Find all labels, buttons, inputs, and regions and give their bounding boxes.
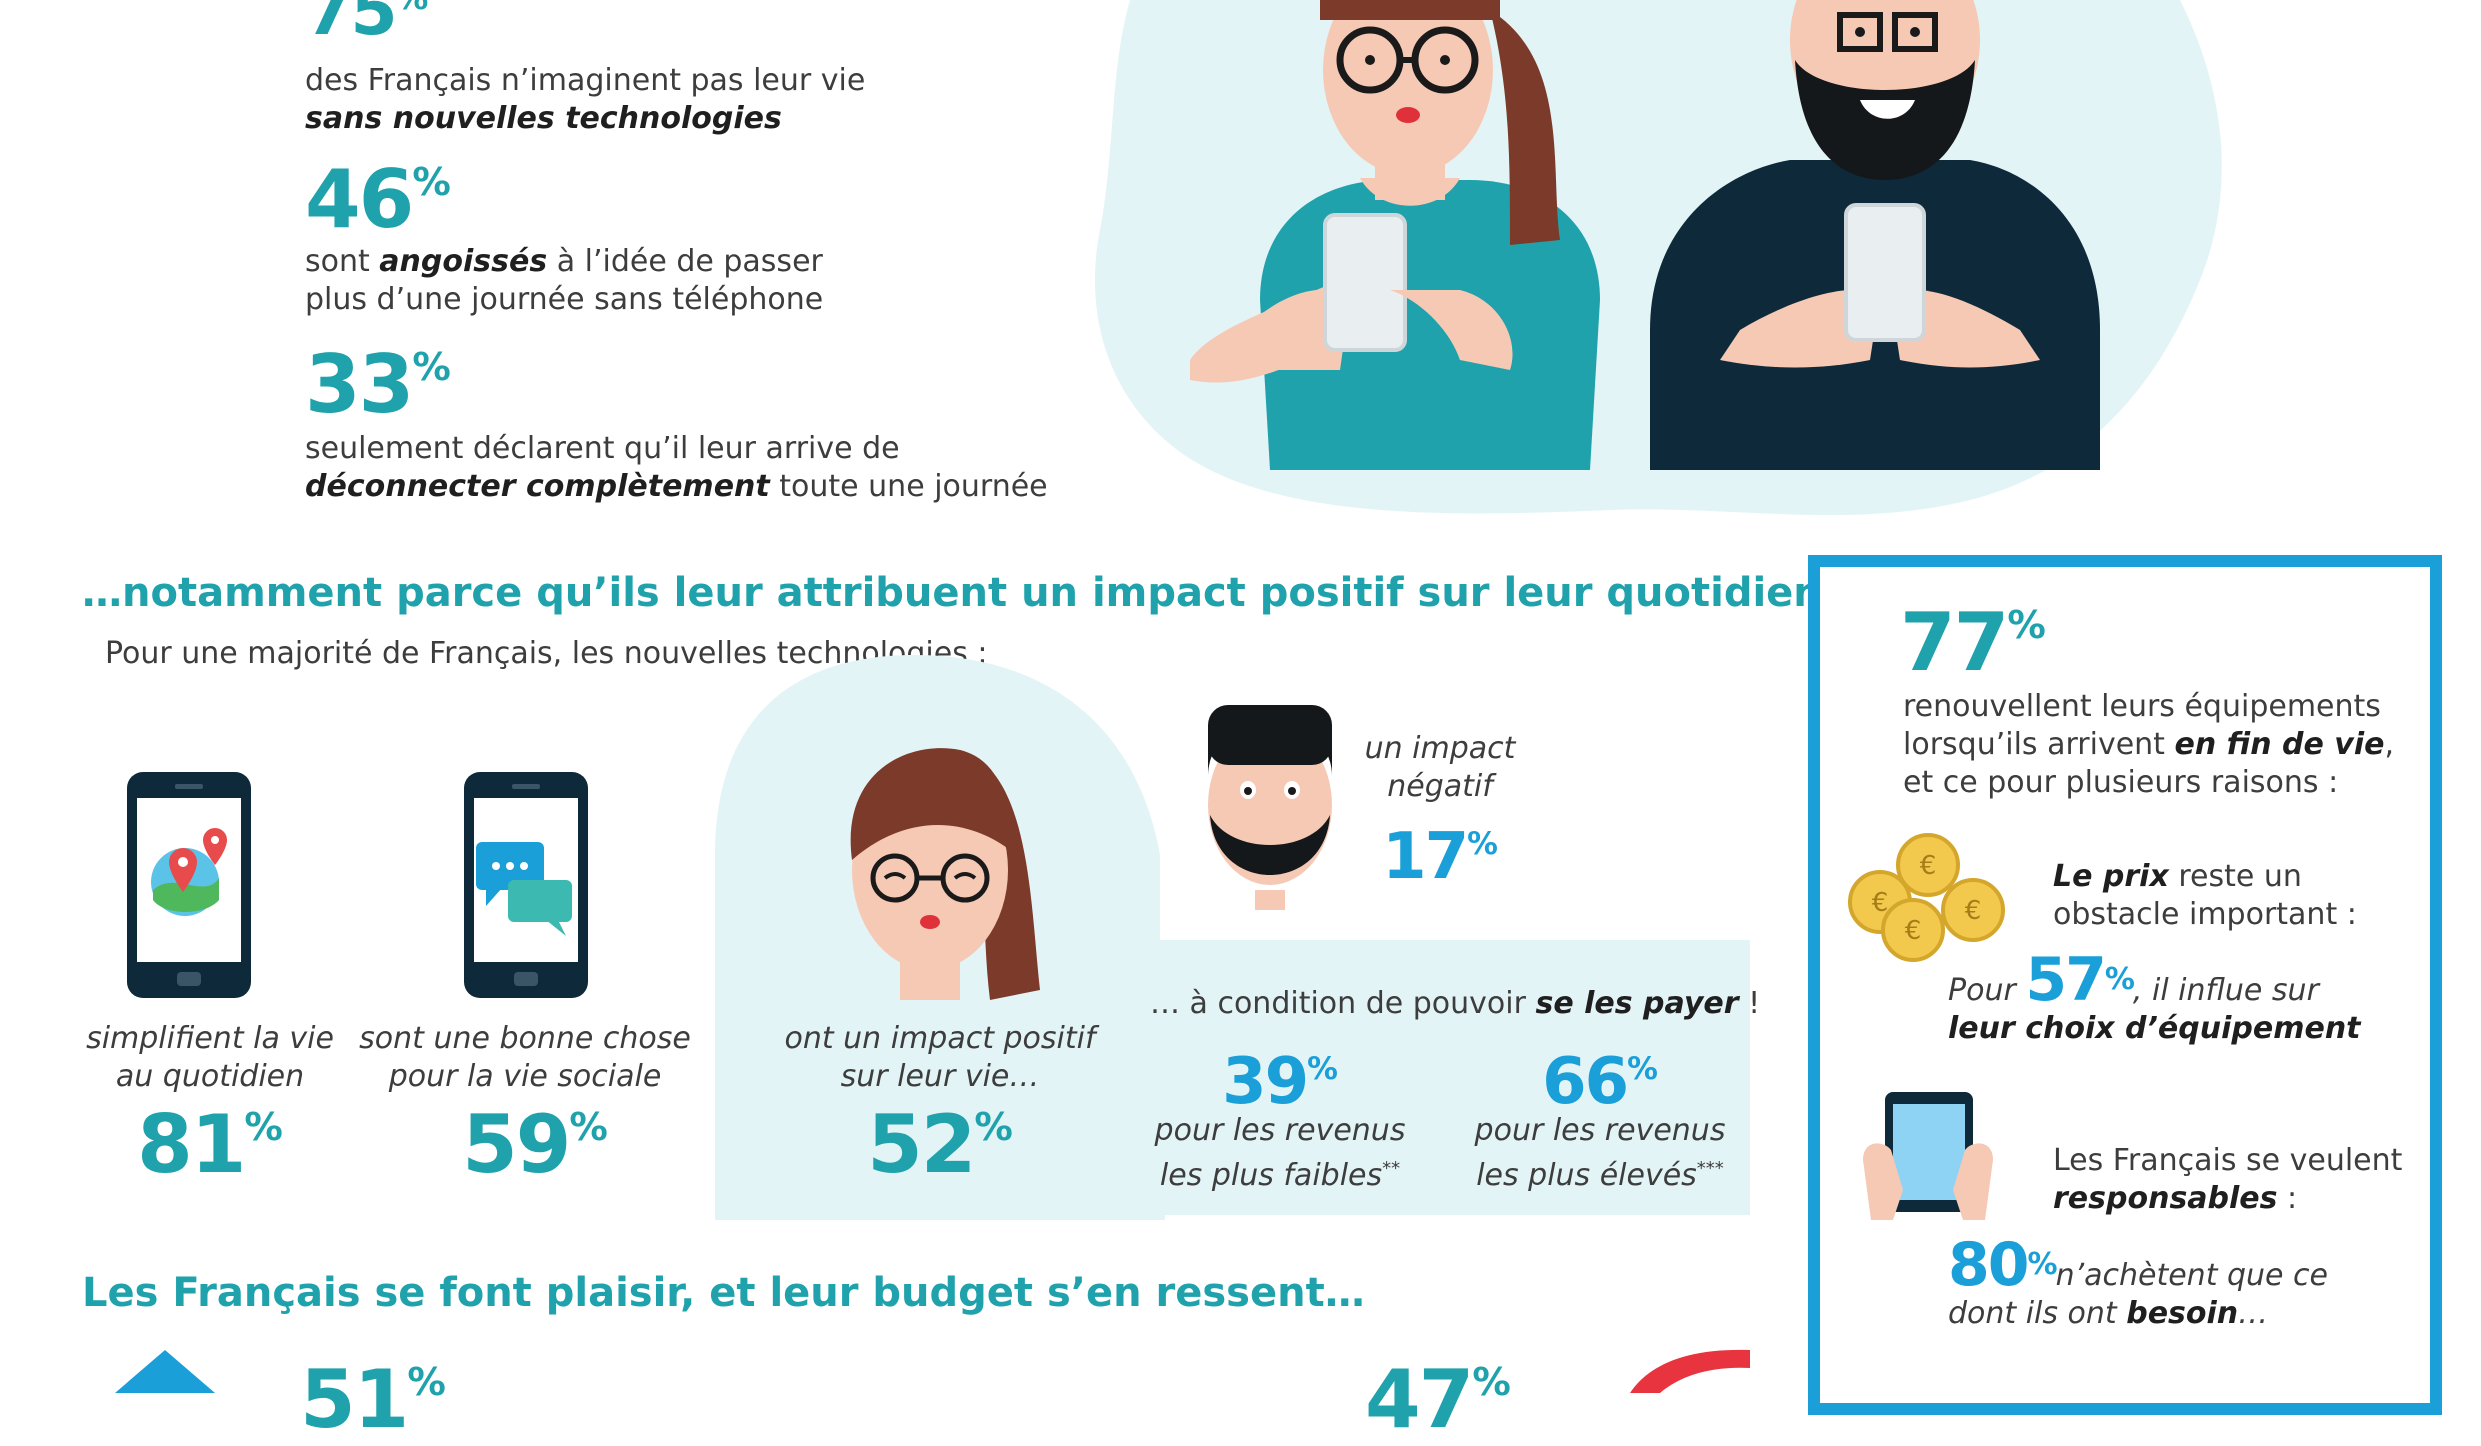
- stat-33-text: seulement déclarent qu’il leur arrive de…: [305, 431, 1048, 504]
- income-high-text: pour les revenus les plus élevés***: [1474, 1113, 1726, 1193]
- income-low-text: pour les revenus les plus faibles**: [1154, 1113, 1406, 1193]
- income-high-value: 66%: [1542, 1045, 1658, 1119]
- negative-impact-value: 17%: [1382, 820, 1498, 894]
- budget-stat-right: 47%: [1365, 1353, 1511, 1446]
- euro-coins-icon: € € € €: [1848, 830, 2008, 974]
- sidebar-77-value: 77%: [1900, 596, 2046, 689]
- stat-46-value: 46%: [305, 153, 451, 246]
- phone-chat-icon: [462, 770, 590, 1004]
- responsible-text: Les Français se veulent responsables :: [2053, 1143, 2403, 1216]
- svg-text:€: €: [1905, 916, 1922, 946]
- phone-map-icon: [125, 770, 253, 1004]
- negative-impact-text: un impact négatif: [1364, 731, 1516, 804]
- item-social-value: 59%: [462, 1098, 608, 1191]
- budget-stat-left: 51%: [300, 1353, 446, 1446]
- woman-illustration: [1190, 0, 1600, 470]
- price-text: Le prix reste un obstacle important :: [2053, 859, 2357, 932]
- item-simplify-text: simplifient la vie au quotidien: [86, 1021, 334, 1094]
- price-influence-text: Pour 57%, il influe sur leur choix d’équ…: [1948, 945, 2361, 1046]
- sidebar-77-text: renouvellent leurs équipements lorsqu’il…: [1903, 689, 2395, 800]
- section-heading-impact: …notamment parce qu’ils leur attribuent …: [82, 570, 1822, 616]
- diamond-icon: [115, 1350, 215, 1397]
- item-positive-text: ont un impact positif sur leur vie…: [784, 1021, 1096, 1094]
- woman-head-icon: [830, 740, 1050, 1014]
- tablet-icon: [1863, 1090, 1993, 1234]
- item-social-text: sont une bonne chose pour la vie sociale: [359, 1021, 691, 1094]
- red-curve-icon: [1630, 1348, 1750, 1397]
- stat-75-text: des Français n’imaginent pas leur vie sa…: [305, 63, 866, 136]
- item-positive-value: 52%: [867, 1098, 1013, 1191]
- stat-75-value: 75%: [305, 0, 428, 51]
- responsible-stat: 80%n’achètent que ce dont ils ont besoin…: [1948, 1230, 2328, 1331]
- income-low-value: 39%: [1222, 1045, 1338, 1119]
- condition-text: … à condition de pouvoir se les payer !: [1150, 986, 1761, 1021]
- svg-text:€: €: [1920, 851, 1937, 881]
- stat-33-value: 33%: [305, 338, 451, 431]
- hero-illustration: [1090, 0, 2230, 520]
- svg-text:€: €: [1965, 896, 1982, 926]
- section-heading-budget: Les Français se font plaisir, et leur bu…: [82, 1270, 1365, 1316]
- svg-text:€: €: [1872, 888, 1889, 918]
- man-illustration: [1650, 0, 2100, 470]
- man-head-icon: [1200, 695, 1340, 919]
- stat-46-text: sont angoissés à l’idée de passer plus d…: [305, 244, 824, 317]
- item-simplify-value: 81%: [137, 1098, 283, 1191]
